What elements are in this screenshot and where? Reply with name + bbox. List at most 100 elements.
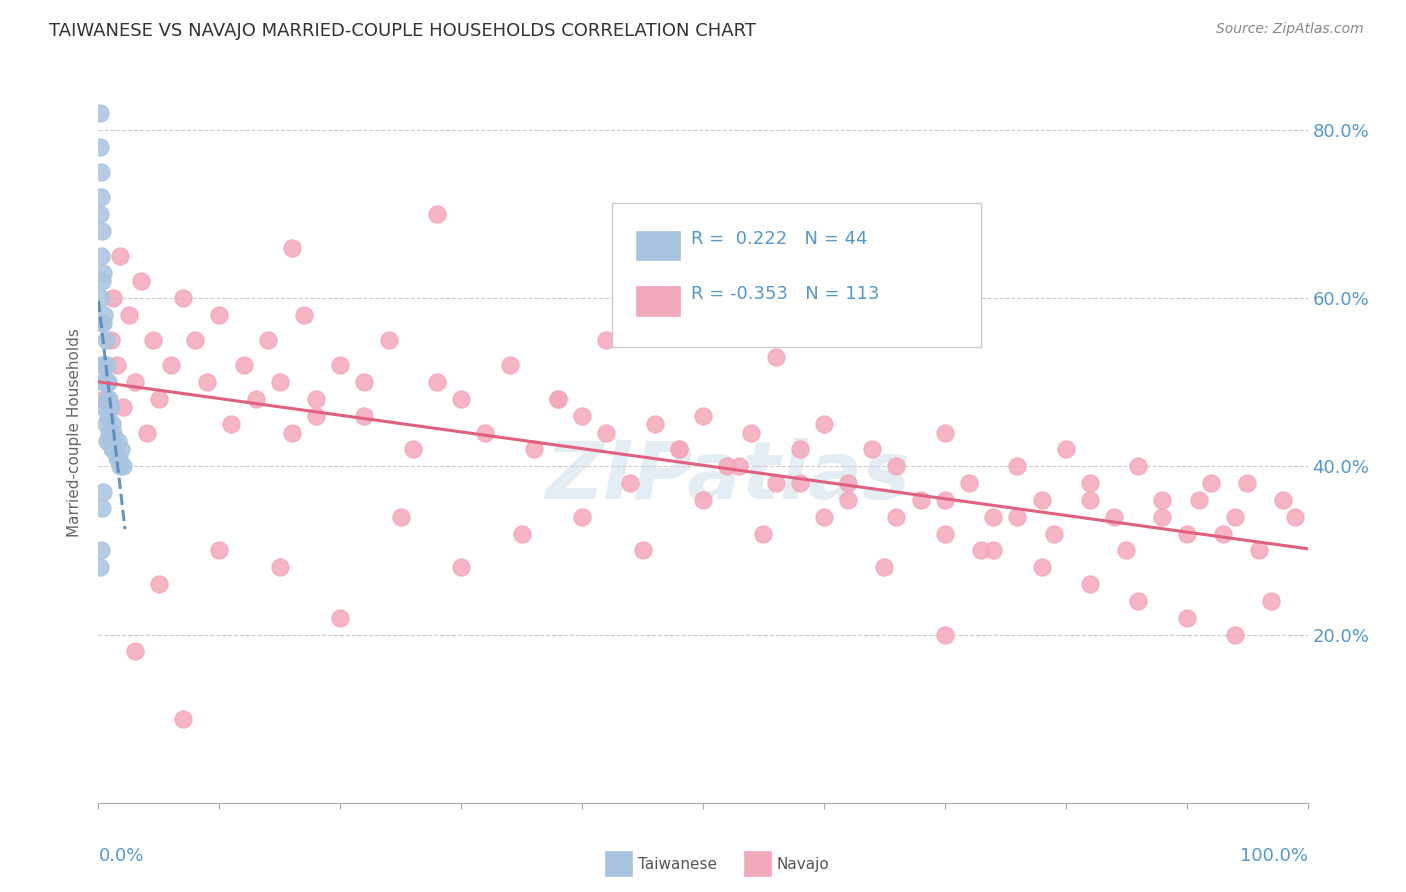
Point	[93, 392, 115, 406]
Point	[100, 434, 122, 448]
Point	[474, 425, 496, 440]
FancyBboxPatch shape	[744, 851, 770, 876]
Point	[221, 417, 243, 432]
Point	[96, 359, 118, 373]
Point	[124, 644, 146, 658]
Point	[108, 249, 131, 263]
Point	[97, 375, 120, 389]
Point	[89, 139, 111, 153]
Point	[91, 375, 114, 389]
Point	[619, 476, 641, 491]
Point	[208, 543, 231, 558]
Point	[1078, 577, 1101, 591]
Point	[1031, 560, 1053, 574]
Point	[93, 401, 115, 415]
Point	[1260, 594, 1282, 608]
Point	[256, 333, 278, 347]
Point	[184, 333, 207, 347]
Point	[93, 359, 115, 373]
Point	[91, 316, 114, 330]
Point	[377, 333, 399, 347]
Point	[172, 712, 194, 726]
Point	[886, 459, 908, 474]
Point	[547, 392, 569, 406]
Point	[934, 492, 956, 507]
Point	[91, 224, 114, 238]
Point	[91, 274, 114, 288]
Point	[1249, 543, 1271, 558]
FancyBboxPatch shape	[637, 286, 681, 316]
Point	[281, 240, 304, 255]
Point	[1115, 543, 1137, 558]
Point	[90, 543, 112, 558]
Point	[89, 560, 111, 574]
Point	[105, 359, 128, 373]
Point	[1007, 509, 1029, 524]
Point	[90, 165, 112, 179]
Y-axis label: Married-couple Households: Married-couple Households	[67, 328, 83, 537]
Point	[148, 392, 170, 406]
Point	[281, 425, 304, 440]
Point	[94, 417, 117, 432]
Point	[269, 375, 291, 389]
Text: ZIPatlas: ZIPatlas	[544, 438, 910, 516]
Point	[571, 509, 593, 524]
Point	[813, 509, 835, 524]
Point	[981, 543, 1004, 558]
FancyBboxPatch shape	[605, 851, 631, 876]
Point	[740, 425, 762, 440]
FancyBboxPatch shape	[637, 231, 681, 260]
Point	[510, 526, 533, 541]
Point	[450, 392, 472, 406]
Point	[692, 492, 714, 507]
Point	[547, 392, 569, 406]
Point	[329, 359, 352, 373]
Point	[96, 434, 118, 448]
Point	[595, 425, 617, 440]
Point	[595, 333, 617, 347]
Point	[108, 450, 131, 465]
Point	[160, 359, 183, 373]
Point	[89, 207, 111, 221]
Point	[97, 375, 120, 389]
Point	[1284, 509, 1306, 524]
Point	[1007, 459, 1029, 474]
Point	[111, 401, 134, 415]
Point	[1031, 492, 1053, 507]
Point	[1152, 509, 1174, 524]
Point	[860, 442, 883, 457]
Point	[402, 442, 425, 457]
Point	[353, 375, 375, 389]
Point	[728, 459, 751, 474]
Point	[957, 476, 980, 491]
Point	[837, 492, 859, 507]
Point	[101, 425, 124, 440]
Point	[98, 392, 121, 406]
Point	[94, 333, 117, 347]
Point	[1128, 594, 1150, 608]
Point	[631, 543, 654, 558]
Point	[129, 274, 152, 288]
Point	[498, 359, 520, 373]
Point	[970, 543, 993, 558]
Point	[90, 190, 112, 204]
Point	[135, 425, 157, 440]
Point	[93, 308, 115, 322]
Point	[1199, 476, 1222, 491]
Point	[91, 316, 114, 330]
Point	[98, 425, 121, 440]
Point	[692, 409, 714, 423]
Point	[873, 560, 896, 574]
Point	[934, 526, 956, 541]
Point	[389, 509, 412, 524]
Point	[765, 350, 787, 364]
Point	[101, 291, 124, 305]
Point	[426, 207, 449, 221]
Point	[245, 392, 267, 406]
Point	[124, 375, 146, 389]
Point	[111, 459, 134, 474]
Point	[1054, 442, 1077, 457]
Point	[91, 359, 114, 373]
Point	[644, 417, 666, 432]
Point	[105, 450, 128, 465]
